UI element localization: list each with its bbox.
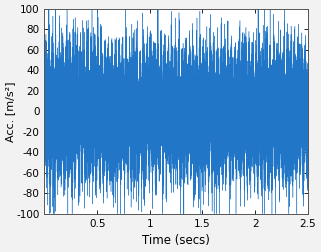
Y-axis label: Acc. [m/s²]: Acc. [m/s²] bbox=[5, 81, 15, 142]
X-axis label: Time (secs): Time (secs) bbox=[142, 234, 210, 247]
